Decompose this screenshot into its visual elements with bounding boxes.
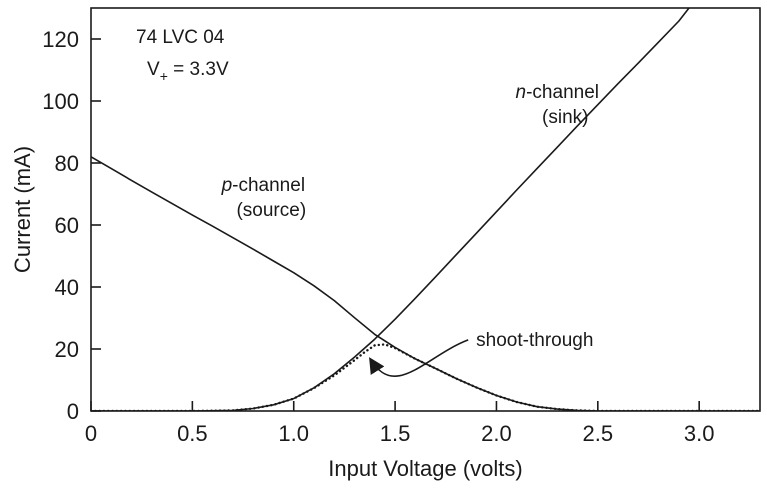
x-tick-label: 1.5 <box>380 421 411 446</box>
y-tick-label: 40 <box>55 275 79 300</box>
n-channel-label-line1: n-channel <box>516 82 599 103</box>
supply-label-value: = 3.3V <box>168 59 229 80</box>
x-axis-ticks: 0 0.5 1.0 1.5 2.0 2.5 3.0 <box>85 401 715 446</box>
series-p-channel-line <box>91 156 760 411</box>
x-tick-label: 3.0 <box>684 421 715 446</box>
shoot-through-arrow <box>369 339 469 377</box>
device-label: 74 LVC 04 <box>136 27 225 48</box>
supply-label-v: V <box>147 59 160 80</box>
x-tick-label: 2.0 <box>481 421 512 446</box>
x-axis-title: Input Voltage (volts) <box>328 456 522 481</box>
supply-label-subscript: + <box>160 68 168 84</box>
y-axis-ticks: 0 20 40 60 80 100 120 <box>42 27 101 424</box>
x-tick-label: 0 <box>85 421 97 446</box>
y-tick-label: 60 <box>55 213 79 238</box>
shoot-through-label: shoot-through <box>476 330 593 351</box>
plot-area: n-channel (sink) p-channel (source) shoot-th… <box>42 7 761 446</box>
y-axis-title: Current (mA) <box>10 146 35 273</box>
p-channel-label-line2: (source) <box>236 200 306 221</box>
y-tick-label: 80 <box>55 151 79 176</box>
y-tick-label: 120 <box>42 27 79 52</box>
y-tick-label: 0 <box>67 399 79 424</box>
x-tick-label: 2.5 <box>583 421 614 446</box>
series-n-channel-line <box>91 8 690 411</box>
y-tick-label: 100 <box>42 89 79 114</box>
y-tick-label: 20 <box>55 337 79 362</box>
x-tick-label: 1.0 <box>278 421 309 446</box>
n-channel-label-line2: (sink) <box>542 107 588 128</box>
p-channel-label-line1: p-channel <box>221 175 305 196</box>
annotation-layer: n-channel (sink) p-channel (source) shoot-th… <box>221 82 599 377</box>
supply-label: V+ = 3.3V <box>147 59 229 84</box>
x-tick-label: 0.5 <box>177 421 208 446</box>
plot-frame <box>90 7 761 412</box>
series-shoot-through-line <box>91 343 760 411</box>
